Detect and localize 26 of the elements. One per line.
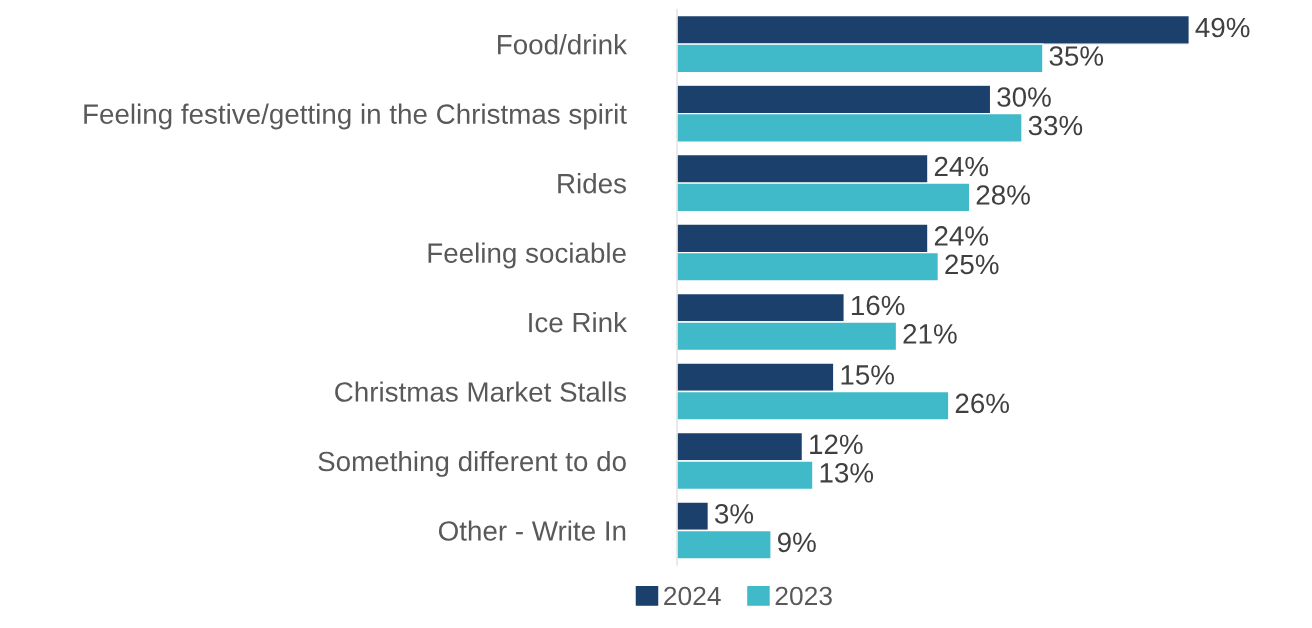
data-label: 28% bbox=[976, 185, 1030, 205]
data-label: 13% bbox=[820, 463, 874, 483]
y-tick-label: Food/drink bbox=[498, 34, 628, 55]
data-label: 24% bbox=[934, 226, 989, 246]
y-tick-label: Christmas Market Stalls bbox=[335, 381, 626, 402]
y-tick-label: Something different to do bbox=[318, 450, 626, 477]
data-label: 26% bbox=[955, 393, 1009, 414]
data-label: 33% bbox=[1028, 115, 1083, 136]
data-label: 12% bbox=[810, 434, 863, 455]
data-label: 25% bbox=[945, 254, 999, 275]
y-tick-label: Feeling sociable bbox=[428, 242, 626, 269]
data-label: 35% bbox=[1049, 46, 1104, 66]
y-tick-label: Ice Rink bbox=[529, 311, 628, 333]
data-label: 9% bbox=[777, 532, 816, 553]
y-tick-label: Other - Write In bbox=[438, 520, 626, 541]
data-label: 15% bbox=[841, 365, 894, 385]
data-label: 49% bbox=[1195, 17, 1250, 38]
y-tick-label: Feeling festive/getting in the Christmas spirit bbox=[84, 103, 627, 130]
data-label: 16% bbox=[851, 295, 905, 316]
data-label: 21% bbox=[903, 324, 957, 344]
legend-label: 2024 bbox=[664, 586, 721, 606]
data-label: 30% bbox=[997, 87, 1051, 107]
y-tick-label: Rides bbox=[558, 173, 626, 194]
legend-label: 2023 bbox=[775, 586, 832, 606]
data-label: 24% bbox=[934, 156, 989, 177]
data-label: 3% bbox=[714, 504, 754, 524]
